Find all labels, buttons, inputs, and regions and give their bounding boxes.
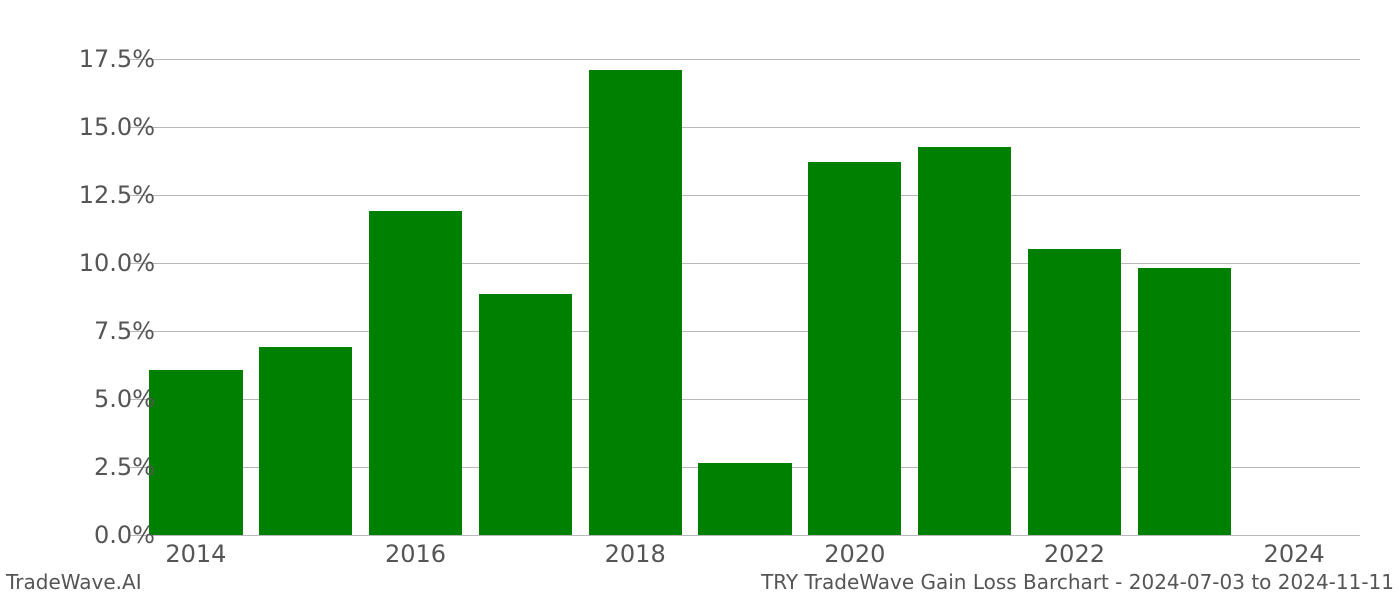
bar [259, 347, 352, 535]
bar [479, 294, 572, 535]
bar [698, 463, 791, 535]
y-tick-label: 2.5% [94, 453, 155, 481]
y-tick-label: 0.0% [94, 521, 155, 549]
bar [1028, 249, 1121, 535]
footer-brand: TradeWave.AI [6, 570, 142, 594]
bar-chart [130, 40, 1360, 535]
x-tick-label: 2020 [824, 540, 885, 568]
gridline [130, 127, 1360, 128]
plot-region [130, 40, 1360, 535]
bar [918, 147, 1011, 535]
y-tick-label: 15.0% [79, 113, 155, 141]
gridline [130, 535, 1360, 536]
x-tick-label: 2024 [1264, 540, 1325, 568]
gridline [130, 59, 1360, 60]
y-tick-label: 17.5% [79, 45, 155, 73]
y-tick-label: 5.0% [94, 385, 155, 413]
bar [1138, 268, 1231, 535]
bar [369, 211, 462, 535]
x-tick-label: 2014 [165, 540, 226, 568]
x-tick-label: 2018 [605, 540, 666, 568]
footer-caption: TRY TradeWave Gain Loss Barchart - 2024-… [761, 570, 1394, 594]
bar [589, 70, 682, 535]
y-tick-label: 12.5% [79, 181, 155, 209]
bar [808, 162, 901, 535]
y-tick-label: 7.5% [94, 317, 155, 345]
gridline [130, 263, 1360, 264]
gridline [130, 195, 1360, 196]
x-tick-label: 2022 [1044, 540, 1105, 568]
x-tick-label: 2016 [385, 540, 446, 568]
bar [149, 370, 242, 535]
y-tick-label: 10.0% [79, 249, 155, 277]
